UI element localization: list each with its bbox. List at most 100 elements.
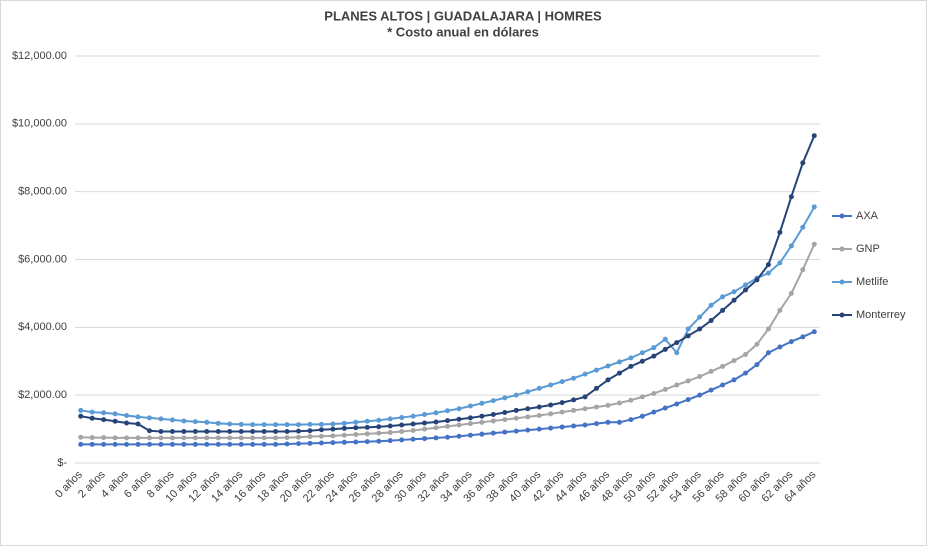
y-tick-label: $2,000.00 bbox=[18, 389, 67, 401]
data-point bbox=[124, 420, 130, 426]
data-point bbox=[708, 368, 714, 374]
data-point bbox=[158, 441, 164, 447]
data-point bbox=[112, 418, 118, 424]
data-point bbox=[502, 417, 508, 423]
data-point bbox=[192, 435, 198, 441]
legend-marker bbox=[839, 213, 845, 219]
data-point bbox=[536, 426, 542, 432]
data-point bbox=[639, 358, 645, 364]
data-point bbox=[582, 394, 588, 400]
data-point bbox=[250, 422, 256, 428]
data-point bbox=[536, 413, 542, 419]
data-point bbox=[387, 423, 393, 429]
data-point bbox=[467, 432, 473, 438]
data-point bbox=[467, 415, 473, 421]
data-point bbox=[422, 436, 428, 442]
data-point bbox=[89, 409, 95, 415]
data-point bbox=[238, 428, 244, 434]
data-point bbox=[456, 433, 462, 439]
data-point bbox=[399, 422, 405, 428]
data-point bbox=[261, 435, 267, 441]
data-point bbox=[594, 421, 599, 427]
data-point bbox=[720, 382, 726, 388]
data-point bbox=[616, 359, 622, 365]
data-point bbox=[731, 377, 737, 383]
data-point bbox=[181, 441, 187, 447]
data-point bbox=[89, 435, 95, 441]
data-point bbox=[525, 414, 531, 420]
data-point bbox=[800, 160, 806, 166]
data-point bbox=[204, 435, 210, 441]
data-point bbox=[548, 382, 554, 388]
data-point bbox=[456, 422, 462, 428]
data-point bbox=[571, 407, 577, 413]
data-point bbox=[639, 350, 645, 356]
data-point bbox=[456, 406, 462, 412]
data-point bbox=[811, 133, 817, 139]
data-point bbox=[800, 334, 806, 340]
data-point bbox=[743, 287, 748, 293]
data-point bbox=[639, 394, 645, 400]
data-point bbox=[307, 434, 313, 440]
data-point bbox=[433, 410, 439, 416]
legend-marker bbox=[839, 279, 845, 285]
data-point bbox=[754, 362, 760, 368]
data-point bbox=[605, 377, 611, 383]
data-point bbox=[181, 435, 187, 441]
data-point bbox=[605, 363, 611, 369]
data-point bbox=[250, 428, 256, 434]
data-point bbox=[387, 416, 393, 422]
data-point bbox=[296, 434, 301, 440]
data-point bbox=[101, 410, 107, 416]
data-point bbox=[479, 413, 485, 419]
data-point bbox=[559, 400, 565, 406]
data-point bbox=[250, 441, 256, 447]
data-point bbox=[720, 363, 726, 369]
data-point bbox=[490, 430, 496, 436]
data-point bbox=[112, 411, 118, 417]
data-point bbox=[353, 439, 359, 445]
data-point bbox=[181, 428, 187, 434]
data-point bbox=[250, 435, 256, 441]
data-point bbox=[662, 386, 668, 392]
data-point bbox=[204, 428, 210, 434]
data-point bbox=[318, 421, 324, 427]
data-point bbox=[594, 404, 599, 410]
data-point bbox=[261, 422, 267, 428]
data-point bbox=[685, 326, 691, 332]
data-point bbox=[112, 435, 118, 441]
data-point bbox=[318, 427, 324, 433]
data-point bbox=[502, 395, 508, 401]
data-point bbox=[296, 422, 301, 428]
data-point bbox=[296, 441, 301, 447]
data-point bbox=[490, 411, 496, 417]
data-point bbox=[101, 435, 107, 441]
data-point bbox=[743, 370, 748, 376]
data-point bbox=[765, 350, 771, 356]
data-point bbox=[341, 439, 347, 445]
data-point bbox=[456, 416, 462, 422]
chart-title: PLANES ALTOS | GUADALAJARA | HOMRES bbox=[324, 8, 602, 23]
data-point bbox=[422, 420, 428, 426]
data-point bbox=[754, 341, 760, 347]
data-point bbox=[399, 415, 405, 421]
data-point bbox=[479, 419, 485, 425]
data-point bbox=[124, 441, 130, 447]
data-point bbox=[215, 435, 221, 441]
y-tick-label: $10,000.00 bbox=[12, 118, 67, 130]
data-point bbox=[376, 424, 382, 430]
data-point bbox=[467, 403, 473, 409]
data-point bbox=[169, 428, 175, 434]
legend-label: Monterrey bbox=[856, 309, 906, 321]
data-point bbox=[124, 435, 130, 441]
data-point bbox=[341, 432, 347, 438]
y-tick-label: $8,000.00 bbox=[18, 186, 67, 198]
data-point bbox=[387, 438, 393, 444]
y-tick-label: $4,000.00 bbox=[18, 321, 67, 333]
data-point bbox=[559, 379, 565, 385]
data-point bbox=[273, 428, 279, 434]
data-point bbox=[559, 424, 565, 430]
data-point bbox=[410, 413, 416, 419]
data-point bbox=[89, 415, 95, 421]
